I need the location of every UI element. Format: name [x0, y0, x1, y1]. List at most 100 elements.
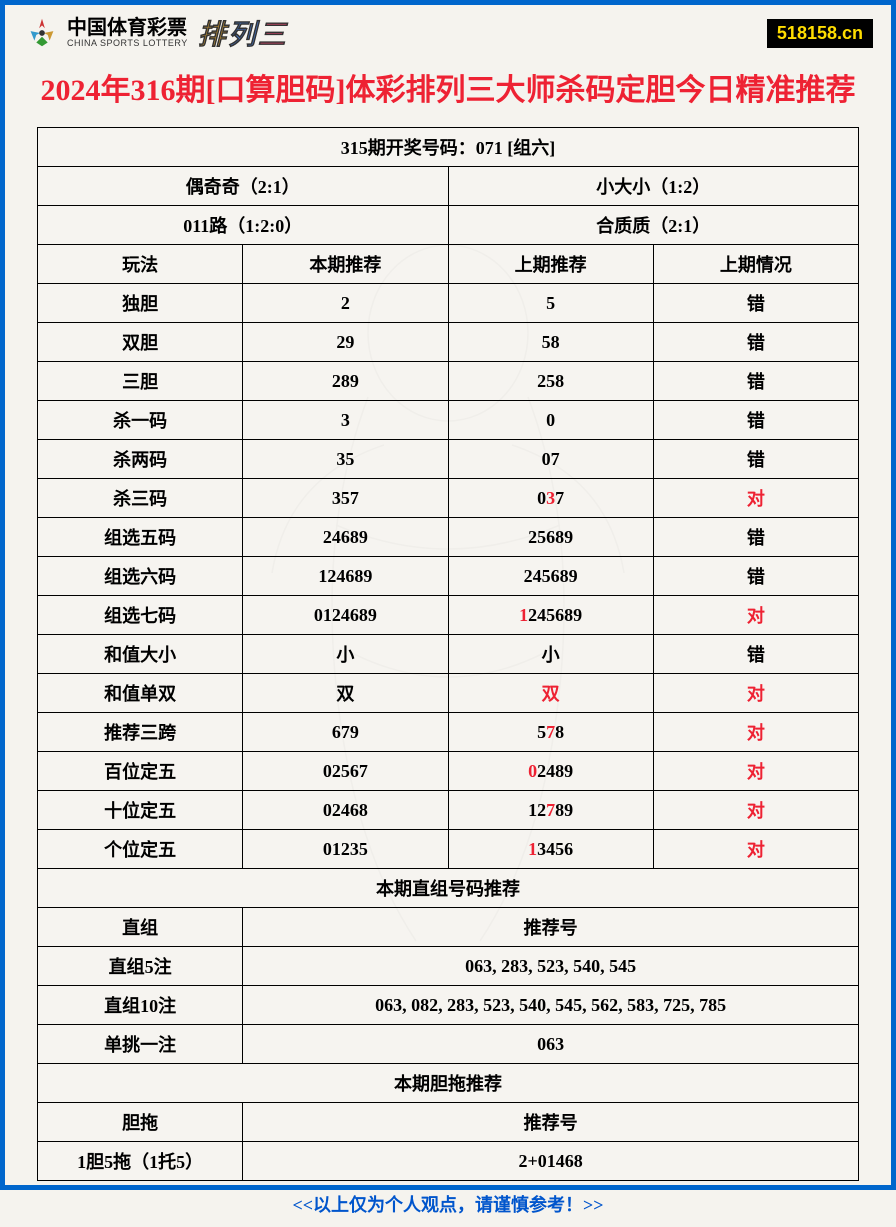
- column-header-row: 玩法 本期推荐 上期推荐 上期情况: [38, 245, 859, 284]
- table-row: 推荐三跨679578对: [38, 713, 859, 752]
- play-name: 杀一码: [38, 401, 243, 440]
- dantuo-value: 2+01468: [243, 1142, 859, 1181]
- table-row: 百位定五0256702489对: [38, 752, 859, 791]
- pailei-title: 排 列 三: [198, 13, 286, 53]
- result-cell: 对: [653, 830, 858, 869]
- table-row: 杀一码30错: [38, 401, 859, 440]
- result-cell: 错: [653, 284, 858, 323]
- dantuo-col-head: 胆拖: [38, 1103, 243, 1142]
- col-head: 上期推荐: [448, 245, 653, 284]
- prev-pick: 037: [448, 479, 653, 518]
- current-pick: 3: [243, 401, 448, 440]
- current-pick: 357: [243, 479, 448, 518]
- table-row: 杀三码357037对: [38, 479, 859, 518]
- zhizu-name: 单挑一注: [38, 1025, 243, 1064]
- result-cell: 错: [653, 323, 858, 362]
- table-row: 直组5注063, 283, 523, 540, 545: [38, 947, 859, 986]
- zhizu-header: 本期直组号码推荐: [38, 869, 859, 908]
- prev-pick: 5: [448, 284, 653, 323]
- prev-pick: 07: [448, 440, 653, 479]
- prev-pick: 12789: [448, 791, 653, 830]
- play-name: 推荐三跨: [38, 713, 243, 752]
- table-row: 杀两码3507错: [38, 440, 859, 479]
- current-pick: 289: [243, 362, 448, 401]
- prev-pick: 02489: [448, 752, 653, 791]
- prev-pick: 双: [448, 674, 653, 713]
- pattern-cell: 011路（1:2:0）: [38, 206, 449, 245]
- play-name: 杀三码: [38, 479, 243, 518]
- zhizu-value: 063, 283, 523, 540, 545: [243, 947, 859, 986]
- main-table-wrap: 315期开奖号码：071 [组六] 偶奇奇（2:1） 小大小（1:2） 011路…: [5, 127, 891, 1227]
- dantuo-header: 本期胆拖推荐: [38, 1064, 859, 1103]
- table-row: 组选七码01246891245689对: [38, 596, 859, 635]
- prev-pick: 0: [448, 401, 653, 440]
- site-badge: 518158.cn: [767, 19, 873, 48]
- result-cell: 错: [653, 440, 858, 479]
- current-pick: 双: [243, 674, 448, 713]
- current-pick: 02468: [243, 791, 448, 830]
- result-cell: 错: [653, 635, 858, 674]
- play-name: 双胆: [38, 323, 243, 362]
- table-row: 个位定五0123513456对: [38, 830, 859, 869]
- prev-pick: 245689: [448, 557, 653, 596]
- prev-pick: 58: [448, 323, 653, 362]
- prediction-table: 315期开奖号码：071 [组六] 偶奇奇（2:1） 小大小（1:2） 011路…: [37, 127, 859, 1181]
- play-name: 和值单双: [38, 674, 243, 713]
- current-pick: 24689: [243, 518, 448, 557]
- play-name: 十位定五: [38, 791, 243, 830]
- dantuo-name: 1胆5拖（1托5）: [38, 1142, 243, 1181]
- table-row: 和值单双双双对: [38, 674, 859, 713]
- pattern-cell: 合质质（2:1）: [448, 206, 859, 245]
- zhizu-name: 直组10注: [38, 986, 243, 1025]
- result-cell: 对: [653, 752, 858, 791]
- table-row: 1胆5拖（1托5）2+01468: [38, 1142, 859, 1181]
- result-cell: 对: [653, 713, 858, 752]
- current-pick: 29: [243, 323, 448, 362]
- table-row: 组选六码124689245689错: [38, 557, 859, 596]
- play-name: 三胆: [38, 362, 243, 401]
- lottery-logo-block: 中国体育彩票 CHINA SPORTS LOTTERY 排 列 三: [23, 13, 286, 53]
- col-head: 本期推荐: [243, 245, 448, 284]
- prev-pick: 258: [448, 362, 653, 401]
- current-pick: 0124689: [243, 596, 448, 635]
- current-pick: 02567: [243, 752, 448, 791]
- logo-text-en: CHINA SPORTS LOTTERY: [67, 38, 188, 48]
- play-name: 组选七码: [38, 596, 243, 635]
- prev-pick: 578: [448, 713, 653, 752]
- result-cell: 对: [653, 674, 858, 713]
- table-row: 双胆2958错: [38, 323, 859, 362]
- footer-note: <<以上仅为个人观点，请谨慎参考！>>: [37, 1181, 859, 1227]
- zhizu-value: 063: [243, 1025, 859, 1064]
- result-cell: 错: [653, 518, 858, 557]
- result-cell: 错: [653, 362, 858, 401]
- prev-pick: 1245689: [448, 596, 653, 635]
- result-cell: 对: [653, 596, 858, 635]
- pattern-cell: 小大小（1:2）: [448, 167, 859, 206]
- lottery-logo-icon: [23, 14, 61, 52]
- play-name: 杀两码: [38, 440, 243, 479]
- current-pick: 35: [243, 440, 448, 479]
- zhizu-value: 063, 082, 283, 523, 540, 545, 562, 583, …: [243, 986, 859, 1025]
- draw-header: 315期开奖号码：071 [组六]: [38, 128, 859, 167]
- zhizu-name: 直组5注: [38, 947, 243, 986]
- prev-pick: 25689: [448, 518, 653, 557]
- dantuo-col-head: 推荐号: [243, 1103, 859, 1142]
- play-name: 组选五码: [38, 518, 243, 557]
- prev-pick: 13456: [448, 830, 653, 869]
- current-pick: 679: [243, 713, 448, 752]
- zhizu-col-head: 推荐号: [243, 908, 859, 947]
- table-row: 十位定五0246812789对: [38, 791, 859, 830]
- current-pick: 小: [243, 635, 448, 674]
- main-title: 2024年316期[口算胆码]体彩排列三大师杀码定胆今日精准推荐: [5, 53, 891, 127]
- result-cell: 错: [653, 557, 858, 596]
- play-name: 百位定五: [38, 752, 243, 791]
- result-cell: 对: [653, 791, 858, 830]
- prev-pick: 小: [448, 635, 653, 674]
- current-pick: 01235: [243, 830, 448, 869]
- table-row: 和值大小小小错: [38, 635, 859, 674]
- play-name: 个位定五: [38, 830, 243, 869]
- result-cell: 对: [653, 479, 858, 518]
- result-cell: 错: [653, 401, 858, 440]
- pattern-cell: 偶奇奇（2:1）: [38, 167, 449, 206]
- logo-text-cn: 中国体育彩票: [67, 18, 188, 38]
